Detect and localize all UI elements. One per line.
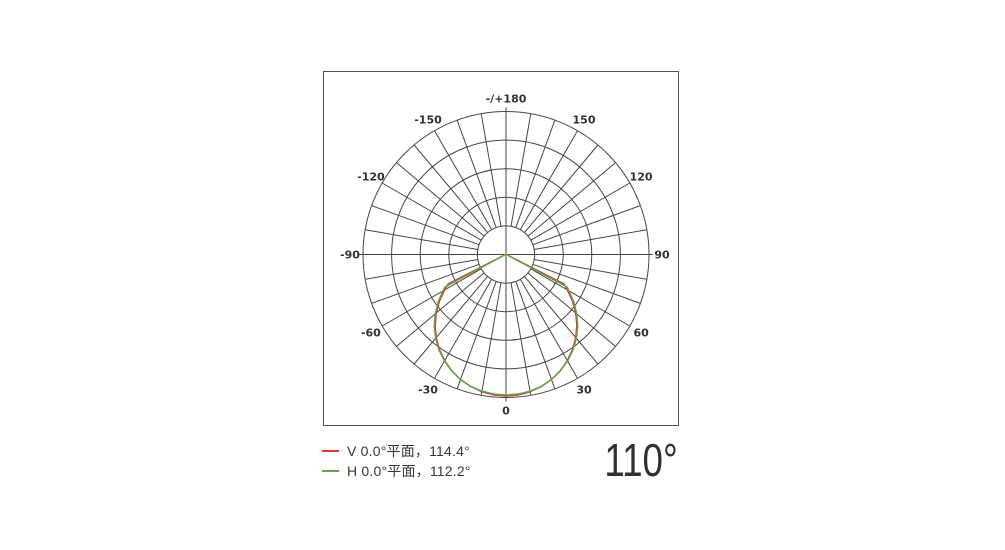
polar-grid-spoke bbox=[396, 272, 485, 347]
polar-grid-spoke bbox=[371, 263, 480, 304]
polar-grid-spoke bbox=[396, 162, 485, 237]
polar-grid-spoke bbox=[534, 229, 647, 250]
polar-grid-spoke bbox=[530, 268, 631, 327]
polar-grid-spoke bbox=[527, 162, 616, 237]
angle-label: 60 bbox=[633, 327, 649, 340]
polar-grid-spoke bbox=[515, 281, 556, 390]
beam-angle-value: 110° bbox=[520, 434, 678, 486]
polar-grid-spoke bbox=[456, 281, 497, 390]
angle-label: -120 bbox=[357, 171, 385, 184]
polar-grid-spoke bbox=[515, 119, 556, 228]
polar-grid-spoke bbox=[510, 282, 532, 396]
polar-grid-spoke bbox=[480, 113, 502, 227]
polar-grid-spoke bbox=[365, 259, 478, 280]
h-curve-label: H 0.0°平面，112.2° bbox=[347, 463, 471, 479]
angle-label: -60 bbox=[361, 327, 381, 340]
polar-diagram: 0 30 60 90 120 150 -/+180 -150 -120 -90 -60 -30 bbox=[323, 71, 679, 426]
angle-label: 120 bbox=[630, 171, 653, 184]
h-curve-swatch bbox=[322, 470, 339, 472]
polar-grid-spoke bbox=[434, 279, 493, 379]
polar-grid-spoke bbox=[434, 130, 493, 230]
polar-grid-spoke bbox=[456, 119, 497, 228]
polar-grid-spoke bbox=[480, 282, 502, 396]
angle-label: -90 bbox=[340, 249, 360, 262]
polar-grid-spoke bbox=[530, 182, 631, 241]
polar-grid-spoke bbox=[519, 130, 578, 230]
polar-grid-spoke bbox=[371, 205, 480, 246]
polar-grid-spoke bbox=[381, 268, 482, 327]
polar-grid-spoke bbox=[519, 279, 578, 379]
legend-item-v-plane: V 0.0°平面，114.4° bbox=[322, 441, 471, 461]
polar-grid-spoke bbox=[510, 113, 532, 227]
polar-grid-spoke bbox=[527, 272, 616, 347]
polar-grid-spoke bbox=[532, 205, 641, 246]
angle-label: -/+180 bbox=[486, 93, 527, 106]
legend: V 0.0°平面，114.4° H 0.0°平面，112.2° bbox=[322, 441, 471, 481]
v-curve-swatch bbox=[322, 450, 339, 452]
polar-grid-spoke bbox=[532, 263, 641, 304]
polar-grid-spoke bbox=[381, 182, 482, 241]
angle-label: -150 bbox=[414, 113, 442, 126]
beam-angle-text: 110° bbox=[604, 434, 678, 486]
angle-label: 150 bbox=[573, 113, 596, 126]
v-curve-label: V 0.0°平面，114.4° bbox=[347, 443, 470, 459]
polar-grid-spoke bbox=[365, 229, 478, 250]
h-plane-curve bbox=[433, 253, 579, 396]
polar-grid-spoke bbox=[413, 276, 488, 365]
polar-grid-spoke bbox=[413, 144, 488, 233]
polar-grid-spoke bbox=[524, 144, 599, 233]
polar-diagram-canvas: 0 30 60 90 120 150 -/+180 -150 -120 -90 -60 -30 bbox=[340, 93, 670, 418]
angle-label: 0 bbox=[502, 405, 510, 418]
angle-label: 30 bbox=[576, 384, 592, 397]
legend-item-h-plane: H 0.0°平面，112.2° bbox=[322, 461, 471, 481]
polar-grid-spoke bbox=[524, 276, 599, 365]
angle-label: -30 bbox=[418, 384, 438, 397]
angle-label: 90 bbox=[654, 249, 670, 262]
polar-grid-spoke bbox=[534, 259, 647, 280]
